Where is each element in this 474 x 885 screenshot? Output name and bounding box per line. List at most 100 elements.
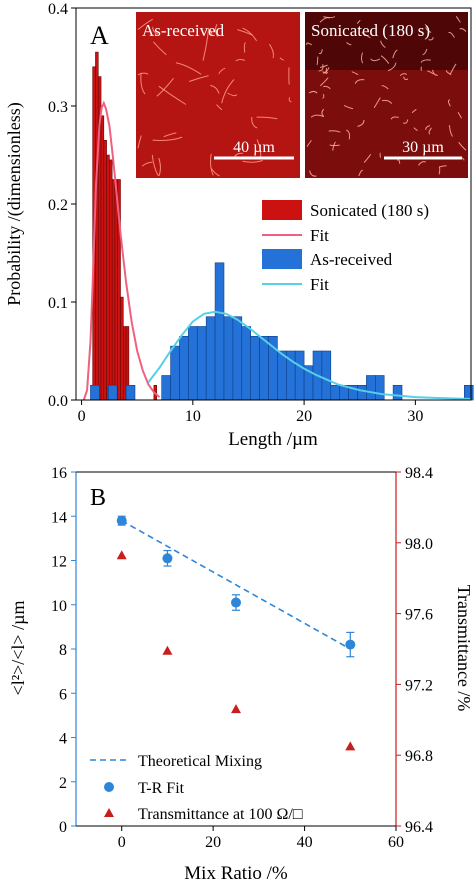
fiber-strand	[318, 49, 323, 55]
legend-label-tr-fit: T-R Fit	[138, 780, 185, 797]
left-tick-label: 12	[51, 554, 67, 571]
fiber-strand	[457, 112, 462, 119]
as-received-bar	[357, 384, 367, 401]
as-received-bar	[330, 384, 341, 401]
panel-a-chart: 0 10 20 30 0.0 0.1 0.2 0.3 0.4 A Length /µm Pro…	[4, 1, 474, 450]
fiber-strand	[152, 136, 183, 141]
fiber-strand	[319, 17, 330, 23]
fiber-strand	[137, 72, 149, 76]
fiber-strand	[243, 42, 246, 53]
fiber-strand	[140, 72, 146, 95]
as-received-bar	[294, 350, 305, 401]
fiber-strand	[459, 28, 467, 32]
fiber-strand	[189, 75, 209, 82]
panel-a-label: A	[90, 21, 109, 50]
right-tick-label: 97.6	[405, 607, 433, 624]
fiber-strand	[218, 67, 226, 75]
right-tick-label: 97.2	[405, 677, 433, 694]
as-received-bar	[464, 384, 474, 401]
fiber-strand	[156, 77, 174, 97]
inset-as-received-label: As-received	[142, 21, 225, 40]
fiber-strand	[227, 92, 238, 97]
fiber-strand	[358, 169, 364, 177]
y-tick-label: 0.0	[48, 393, 68, 410]
transmittance-point	[162, 645, 173, 655]
panel-a-x-axis-label: Length /µm	[228, 429, 318, 450]
fiber-strand	[216, 104, 223, 111]
sonicated-bar	[111, 179, 116, 401]
inset-sonicated: Sonicated (180 s) 30 µm	[305, 12, 468, 178]
fiber-strand	[373, 97, 381, 109]
fiber-strand	[357, 119, 365, 127]
sonicated-bar	[122, 326, 127, 401]
fiber-strand	[382, 99, 393, 104]
right-tick-label: 98.0	[405, 536, 433, 553]
inset-sonicated-fibers	[306, 16, 467, 177]
fiber-strand	[380, 55, 390, 64]
as-received-bar	[366, 375, 376, 401]
fiber-strand	[418, 161, 426, 166]
fiber-strand	[141, 161, 153, 167]
x-tick-label: 30	[407, 408, 423, 425]
fiber-strand	[332, 141, 336, 151]
fiber-strand	[137, 135, 142, 149]
fiber-strand	[397, 159, 401, 164]
x-tick-label: 20	[205, 834, 221, 851]
fiber-strand	[306, 42, 313, 46]
left-tick-label: 6	[59, 686, 67, 703]
sonicated-bar	[103, 140, 107, 401]
fiber-strand	[361, 52, 364, 64]
tr-fit-point	[116, 515, 127, 526]
fiber-strand	[426, 70, 434, 75]
fiber-strand	[361, 32, 371, 39]
fiber-strand	[343, 104, 354, 110]
sonicated-bar	[95, 51, 99, 401]
tr-fit-point	[162, 553, 173, 564]
fiber-strand	[310, 114, 325, 118]
as-received-bar	[188, 326, 198, 401]
as-received-bar	[179, 335, 189, 401]
as-received-bar	[259, 335, 269, 401]
tr-fit-point	[231, 597, 241, 608]
transmittance-point	[231, 704, 241, 714]
panel-b-x-ticks: 0 20 40 60	[118, 826, 404, 851]
fiber-strand	[428, 37, 434, 41]
legend-swatch-transmittance	[104, 808, 114, 817]
fiber-strand	[269, 43, 274, 59]
inset-as-received-scale-label: 40 µm	[233, 139, 275, 156]
panel-b-left-ticks: 0 2 4 6 8 10 12 14 16	[51, 465, 76, 836]
panel-a-x-ticks: 0 10 20 30	[78, 400, 423, 425]
panel-b-label: B	[90, 485, 106, 511]
x-tick-label: 40	[297, 834, 313, 851]
fiber-strand	[152, 41, 167, 56]
transmittance-point	[116, 550, 127, 560]
fiber-strand	[322, 94, 325, 99]
fiber-strand	[158, 85, 187, 105]
sonicated-bar	[109, 159, 113, 401]
as-received-bar	[125, 384, 136, 401]
fiber-strand	[309, 170, 317, 177]
legend-label-sonicated-fit: Fit	[310, 226, 329, 245]
y-tick-label: 0.1	[48, 295, 68, 312]
as-received-bar	[170, 345, 180, 401]
fiber-strand	[328, 130, 341, 133]
transmittance-points	[116, 550, 356, 751]
fiber-strand	[448, 125, 454, 137]
left-tick-label: 0	[59, 819, 67, 836]
sonicated-bar	[106, 154, 110, 401]
as-received-bar	[375, 375, 385, 401]
panel-a-y-ticks: 0.0 0.1 0.2 0.3 0.4	[48, 1, 76, 410]
left-tick-label: 8	[59, 642, 67, 659]
y-tick-label: 0.2	[48, 197, 68, 214]
fiber-strand	[137, 18, 154, 30]
inset-sonicated-label: Sonicated (180 s)	[311, 21, 430, 40]
sonicated-bar	[100, 115, 105, 401]
as-received-bar	[196, 326, 207, 401]
as-received-bar	[241, 326, 251, 401]
fiber-strand	[158, 157, 161, 177]
sonicated-bar	[114, 179, 119, 401]
fiber-strand	[256, 116, 278, 120]
fiber-strand	[163, 132, 177, 138]
as-received-bar	[223, 316, 234, 401]
fiber-strand	[455, 16, 461, 23]
